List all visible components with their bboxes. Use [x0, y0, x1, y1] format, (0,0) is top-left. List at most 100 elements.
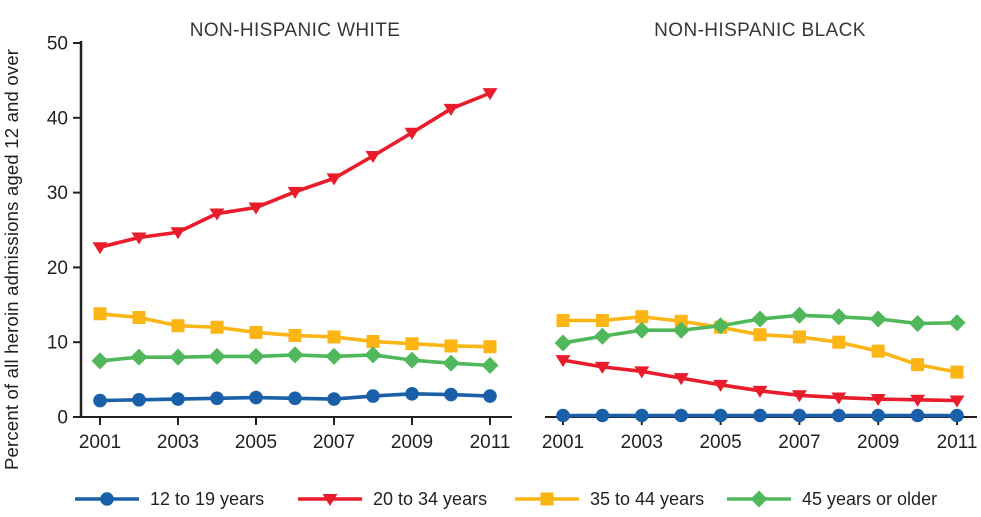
triangle-down-marker-icon	[482, 88, 498, 101]
square-marker-icon	[540, 492, 554, 506]
series-45-years-or-older	[91, 346, 499, 374]
legend-label: 12 to 19 years	[150, 488, 265, 509]
circle-marker-icon	[444, 387, 458, 402]
circle-marker-icon	[595, 408, 610, 423]
triangle-down-marker-icon	[949, 395, 965, 408]
diamond-marker-icon	[442, 354, 460, 372]
triangle-down-marker-icon	[870, 394, 886, 407]
diamond-marker-icon	[130, 348, 148, 366]
series-20-to-34-years	[555, 355, 965, 408]
y-axis-tick-label: 10	[47, 333, 68, 354]
triangle-down-marker-icon	[322, 494, 338, 506]
circle-marker-icon	[674, 408, 688, 423]
x-axis-tick-label: 2007	[313, 432, 355, 453]
panel-non-hispanic-white: 2001 2003 2005 2007 2009 2011 0 10 20 30 40 50	[47, 34, 512, 453]
diamond-marker-icon	[948, 314, 966, 332]
triangle-down-marker-icon	[131, 232, 147, 245]
triangle-down-marker-icon	[209, 208, 225, 221]
triangle-down-marker-icon	[910, 394, 926, 407]
triangle-down-marker-icon	[326, 173, 342, 186]
x-axis-tick-label: 2005	[699, 432, 741, 453]
x-axis-tick-label: 2011	[470, 432, 511, 453]
circle-marker-icon	[792, 408, 807, 423]
diamond-marker-icon	[790, 306, 808, 324]
y-axis-tick-label: 0	[57, 408, 68, 429]
square-marker-icon	[288, 328, 302, 342]
y-axis-tick-label: 30	[47, 183, 68, 204]
square-marker-icon	[483, 340, 497, 354]
square-marker-icon	[674, 314, 688, 328]
square-marker-icon	[327, 330, 341, 344]
triangle-down-marker-icon	[713, 379, 729, 392]
legend-sample-square-icon	[515, 492, 579, 506]
square-marker-icon	[871, 344, 885, 358]
x-axis-tick-label: 2007	[778, 432, 820, 453]
legend-label: 45 years or older	[802, 488, 938, 509]
circle-marker-icon	[100, 492, 114, 506]
circle-marker-icon	[171, 392, 185, 406]
diamond-marker-icon	[364, 346, 382, 364]
triangle-down-marker-icon	[555, 355, 571, 368]
triangle-down-marker-icon	[634, 366, 650, 379]
square-marker-icon	[832, 335, 846, 349]
x-axis-tick-label: 2001	[79, 432, 121, 453]
square-marker-icon	[635, 310, 649, 324]
square-marker-icon	[595, 314, 609, 328]
legend-item-12-to-19-years: 12 to 19 years	[75, 482, 264, 516]
x-axis-tick-label: 2005	[235, 432, 277, 453]
x-axis-tick-label: 2001	[542, 432, 584, 453]
diamond-marker-icon	[169, 348, 187, 366]
diamond-marker-icon	[633, 321, 651, 339]
diamond-marker-icon	[869, 310, 887, 328]
circle-marker-icon	[950, 408, 964, 423]
diamond-marker-icon	[481, 356, 499, 374]
circle-marker-icon	[366, 389, 380, 403]
x-axis-tick-label: 2009	[391, 432, 433, 453]
triangle-down-marker-icon	[287, 186, 303, 199]
x-axis-tick-label: 2003	[157, 432, 199, 453]
square-marker-icon	[792, 330, 806, 344]
square-marker-icon	[171, 319, 185, 333]
series-12-to-19-years	[93, 387, 497, 408]
square-marker-icon	[556, 314, 570, 328]
diamond-marker-icon	[286, 346, 304, 364]
diamond-marker-icon	[247, 347, 265, 365]
diamond-marker-icon	[750, 490, 768, 508]
circle-marker-icon	[713, 408, 728, 423]
triangle-down-marker-icon	[831, 392, 847, 405]
y-axis-tick-label: 50	[47, 34, 68, 55]
circle-marker-icon	[483, 389, 497, 403]
triangle-down-marker-icon	[248, 202, 264, 215]
circle-marker-icon	[405, 387, 419, 401]
series-20-to-34-years	[92, 88, 498, 255]
series-35-to-44-years	[93, 307, 497, 354]
square-marker-icon	[405, 337, 419, 351]
diamond-marker-icon	[672, 321, 690, 339]
triangle-down-marker-icon	[673, 373, 689, 386]
legend-sample-diamond-icon	[727, 490, 791, 508]
circle-marker-icon	[910, 408, 925, 423]
triangle-down-marker-icon	[92, 242, 108, 255]
legend-label: 20 to 34 years	[373, 488, 488, 509]
x-axis-tick-label: 2009	[857, 432, 899, 453]
legend-sample-circle-icon	[75, 492, 139, 506]
square-marker-icon	[249, 325, 263, 339]
diamond-marker-icon	[208, 347, 226, 365]
square-marker-icon	[950, 365, 964, 379]
circle-marker-icon	[288, 391, 302, 406]
legend-item-45-years-or-older: 45 years or older	[727, 482, 937, 516]
circle-marker-icon	[871, 408, 885, 423]
square-marker-icon	[93, 307, 107, 321]
triangle-down-marker-icon	[365, 150, 381, 163]
y-axis-tick-label: 40	[47, 108, 68, 129]
square-marker-icon	[444, 339, 458, 353]
y-axis-tick-label: 20	[47, 258, 68, 279]
diamond-marker-icon	[830, 308, 848, 326]
panel-title-white: NON-HISPANIC WHITE	[189, 20, 401, 41]
series-12-to-19-years	[556, 408, 964, 423]
legend-item-35-to-44-years: 35 to 44 years	[515, 482, 704, 516]
triangle-down-marker-icon	[752, 385, 768, 398]
circle-marker-icon	[635, 408, 649, 423]
legend-item-20-to-34-years: 20 to 34 years	[298, 482, 487, 516]
